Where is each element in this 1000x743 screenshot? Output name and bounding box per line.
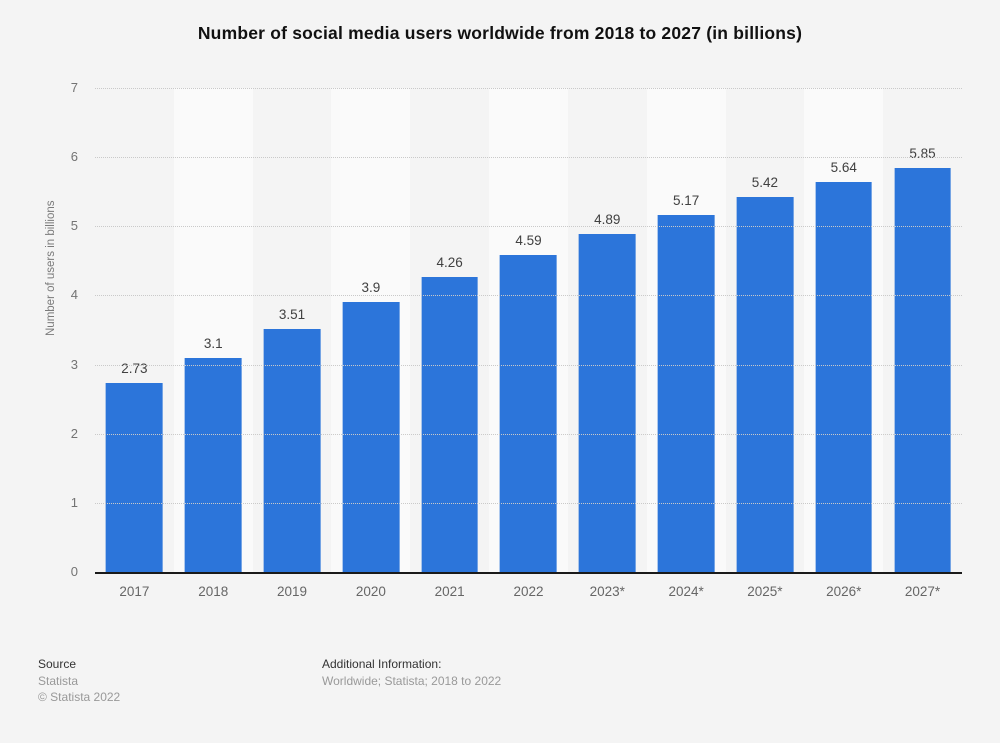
bar-value-label: 4.89 bbox=[594, 211, 621, 227]
y-tick-label: 1 bbox=[70, 494, 78, 510]
column-2027: 5.85 bbox=[883, 88, 962, 572]
y-tick-label: 5 bbox=[70, 218, 78, 234]
bar-value-label: 5.17 bbox=[672, 192, 700, 208]
x-tick-label: 2020 bbox=[355, 584, 386, 599]
source-block: Source Statista © Statista 2022 bbox=[38, 656, 120, 706]
bar-2021 bbox=[421, 277, 479, 572]
bar-2020 bbox=[342, 302, 400, 572]
bar-value-label: 2.73 bbox=[121, 361, 148, 377]
grid-line bbox=[95, 226, 962, 228]
source-label: Source bbox=[38, 657, 77, 671]
grid-line bbox=[95, 502, 962, 504]
x-tick-label: 2027* bbox=[904, 584, 941, 599]
grid-line bbox=[95, 88, 962, 89]
x-axis-tick-labels: 2017 2018 2019 2020 2021 2022 2023* 2024* 2025* 2… bbox=[95, 584, 962, 599]
bar-value-label: 5.85 bbox=[909, 145, 936, 161]
bar-columns: 2.73 3.1 3.51 3.9 4.26 4.59 4.89 5.17 5.42 5.64 5.… bbox=[95, 88, 962, 572]
column-2020: 3.9 bbox=[331, 88, 411, 572]
column-2024: 5.17 bbox=[646, 88, 726, 572]
grid-line bbox=[95, 157, 962, 159]
bar-value-label: 3.9 bbox=[361, 280, 381, 296]
x-axis-line bbox=[95, 572, 962, 574]
grid-line bbox=[95, 295, 962, 297]
bar-2018 bbox=[184, 357, 242, 572]
additional-information-label: Additional Information: bbox=[322, 657, 442, 671]
bar-value-label: 4.26 bbox=[436, 255, 463, 271]
bar-value-label: 5.42 bbox=[751, 175, 779, 191]
x-tick-label: 2025* bbox=[747, 584, 783, 599]
y-axis-tick-labels: 0 1 2 3 4 5 6 7 bbox=[40, 81, 78, 579]
bar-value-label: 5.64 bbox=[830, 160, 857, 176]
bar-2027 bbox=[894, 167, 951, 572]
y-tick-label: 7 bbox=[70, 80, 78, 95]
x-tick-label: 2021 bbox=[434, 584, 465, 599]
chart-title: Number of social media users worldwide f… bbox=[197, 23, 803, 43]
y-tick-label: 3 bbox=[70, 356, 78, 372]
grid-line bbox=[95, 433, 962, 435]
grid-line bbox=[95, 364, 962, 366]
x-tick-label: 2023* bbox=[589, 584, 625, 599]
bar-2025 bbox=[736, 197, 794, 572]
bar-2017 bbox=[106, 383, 163, 572]
copyright-notice: © Statista 2022 bbox=[38, 690, 121, 704]
x-tick-label: 2024* bbox=[668, 584, 704, 599]
y-tick-label: 0 bbox=[70, 564, 78, 579]
y-tick-label: 4 bbox=[70, 287, 78, 303]
plot-area: 2.73 3.1 3.51 3.9 4.26 4.59 4.89 5.17 5.42 5.64 5.… bbox=[95, 88, 962, 574]
y-tick-label: 6 bbox=[70, 149, 78, 165]
x-tick-label: 2018 bbox=[198, 584, 229, 599]
source-name: Statista bbox=[38, 673, 79, 688]
x-tick-label: 2022 bbox=[513, 584, 544, 599]
y-tick-label: 2 bbox=[70, 425, 78, 441]
column-2019: 3.51 bbox=[253, 88, 332, 572]
column-2017: 2.73 bbox=[95, 88, 174, 572]
column-2025: 5.42 bbox=[726, 88, 805, 572]
bar-2023 bbox=[578, 233, 636, 572]
bar-value-label: 3.51 bbox=[278, 307, 306, 323]
additional-information-text: Worldwide; Statista; 2018 to 2022 bbox=[322, 673, 502, 688]
bar-value-label: 4.59 bbox=[515, 232, 542, 248]
x-tick-label: 2017 bbox=[119, 584, 150, 599]
bar-2022 bbox=[500, 254, 557, 572]
x-tick-label: 2026* bbox=[826, 584, 862, 599]
bar-2019 bbox=[263, 329, 321, 572]
column-2026: 5.64 bbox=[804, 88, 884, 572]
column-2022: 4.59 bbox=[489, 88, 568, 572]
bar-value-label: 3.1 bbox=[203, 335, 223, 351]
additional-information-block: Additional Information: Worldwide; Stati… bbox=[322, 656, 501, 689]
column-2021: 4.26 bbox=[410, 88, 489, 572]
bar-2026 bbox=[815, 182, 873, 572]
column-2018: 3.1 bbox=[173, 88, 253, 572]
bar-2024 bbox=[657, 214, 715, 572]
column-2023: 4.89 bbox=[568, 88, 647, 572]
x-tick-label: 2019 bbox=[277, 584, 308, 599]
